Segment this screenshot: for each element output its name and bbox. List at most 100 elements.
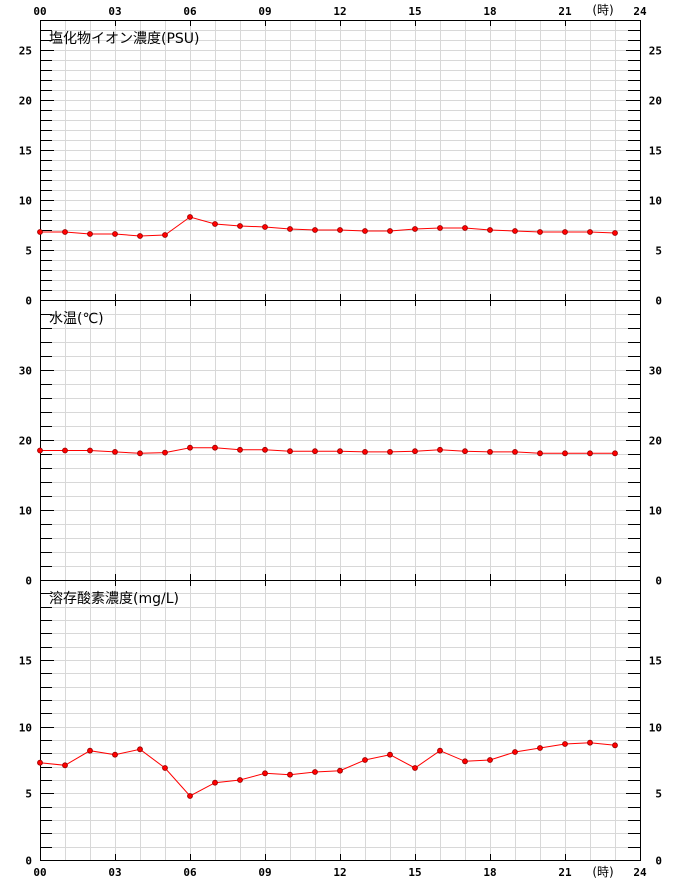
y-tick-label-left: 0 xyxy=(25,295,32,308)
data-point xyxy=(387,448,393,455)
y-tick-label-left: 10 xyxy=(19,722,32,735)
panel-frame xyxy=(40,580,641,861)
y-tick-label-right: 20 xyxy=(649,95,662,108)
data-point xyxy=(412,765,418,771)
y-tick-label-right: 30 xyxy=(649,365,662,378)
data-point xyxy=(212,779,218,786)
data-point xyxy=(562,450,568,457)
data-point xyxy=(112,751,118,758)
x-tick-label-top: 06 xyxy=(183,5,197,18)
data-point xyxy=(462,225,468,231)
data-point xyxy=(137,746,143,753)
data-point xyxy=(462,448,468,455)
data-point xyxy=(537,229,543,235)
data-point xyxy=(562,229,568,235)
x-unit-label-top: (時) xyxy=(592,3,613,17)
series-line xyxy=(40,216,616,237)
data-point xyxy=(262,770,268,777)
data-point xyxy=(587,739,593,746)
data-point xyxy=(87,231,93,237)
y-tick-label-right: 15 xyxy=(649,655,662,668)
y-tick-label-left: 5 xyxy=(25,788,32,801)
y-tick-label-right: 25 xyxy=(649,45,662,58)
data-point xyxy=(287,226,293,232)
data-point xyxy=(237,777,243,783)
x-tick-label-bottom: 18 xyxy=(483,866,496,879)
x-tick-label-bottom: 00 xyxy=(33,866,46,879)
data-point xyxy=(587,229,593,235)
x-tick-label-bottom: 15 xyxy=(408,866,421,879)
data-point xyxy=(512,228,518,234)
y-tick-label-left: 0 xyxy=(25,855,32,868)
data-point xyxy=(487,448,493,455)
y-tick-label-left: 0 xyxy=(25,575,32,588)
x-tick-label-bottom: 09 xyxy=(258,866,271,879)
data-point xyxy=(37,447,43,454)
data-point xyxy=(412,448,418,455)
y-tick-label-left: 15 xyxy=(19,145,32,158)
data-point xyxy=(387,751,393,758)
data-point xyxy=(587,450,593,457)
data-point xyxy=(287,448,293,455)
data-point xyxy=(337,767,343,774)
x-tick-label-bottom: 03 xyxy=(108,866,121,879)
data-point xyxy=(437,747,443,754)
y-tick-label-right: 0 xyxy=(655,295,662,308)
data-point xyxy=(512,448,518,455)
x-tick-label-top: 21 xyxy=(558,5,572,18)
data-point xyxy=(62,229,68,235)
panel-title: 溶存酸素濃度(mg/L) xyxy=(49,591,179,607)
data-point xyxy=(162,449,168,456)
data-point xyxy=(562,741,568,747)
data-point xyxy=(212,444,218,451)
data-point xyxy=(337,448,343,455)
data-point xyxy=(512,749,518,755)
x-tick-label-top: 24 xyxy=(633,5,647,18)
data-point xyxy=(612,742,618,749)
data-point xyxy=(112,231,118,237)
data-point xyxy=(162,232,168,238)
panel-1: 0 0 5 5 10 10 15 15 20 20 25 25 塩化物イオン濃度(PSU) xyxy=(19,20,662,308)
y-tick-label-right: 20 xyxy=(649,435,662,448)
data-point xyxy=(537,745,543,751)
x-tick-label-top: 09 xyxy=(258,5,271,18)
y-tick-label-left: 10 xyxy=(19,505,32,518)
y-tick-label-left: 20 xyxy=(19,95,32,108)
y-tick-label-right: 10 xyxy=(649,505,662,518)
panel-title: 水温(℃) xyxy=(49,311,104,327)
data-point xyxy=(437,446,443,453)
y-tick-label-left: 5 xyxy=(25,245,32,258)
data-point xyxy=(362,228,368,234)
y-tick-label-right: 10 xyxy=(649,722,662,735)
y-tick-label-right: 10 xyxy=(649,195,662,208)
data-point xyxy=(212,221,218,227)
data-point xyxy=(487,227,493,233)
data-point xyxy=(462,758,468,765)
data-point xyxy=(362,757,368,763)
data-point xyxy=(162,765,168,771)
data-point xyxy=(62,762,68,769)
data-point xyxy=(187,214,193,220)
data-point xyxy=(87,447,93,454)
data-point xyxy=(112,448,118,455)
data-point xyxy=(137,233,143,239)
x-tick-label-bottom: 12 xyxy=(333,866,346,879)
y-tick-label-right: 5 xyxy=(655,245,662,258)
data-point xyxy=(437,225,443,231)
data-point xyxy=(537,450,543,457)
data-point xyxy=(487,757,493,763)
y-tick-label-left: 25 xyxy=(19,45,32,58)
data-point xyxy=(287,771,293,778)
y-tick-label-left: 10 xyxy=(19,195,32,208)
series-line xyxy=(39,742,616,797)
data-point xyxy=(387,228,393,234)
data-point xyxy=(312,448,318,455)
data-point xyxy=(337,227,343,233)
series-line xyxy=(40,447,615,454)
data-point xyxy=(137,450,143,457)
data-point xyxy=(187,793,193,799)
panel-2: 0 0 10 10 20 20 30 30 水温(℃) xyxy=(19,300,662,588)
x-tick-label-top: 12 xyxy=(333,5,346,18)
panel-3: 0 0 5 5 10 10 15 15 溶存酸素濃度(mg/L) xyxy=(19,580,662,868)
